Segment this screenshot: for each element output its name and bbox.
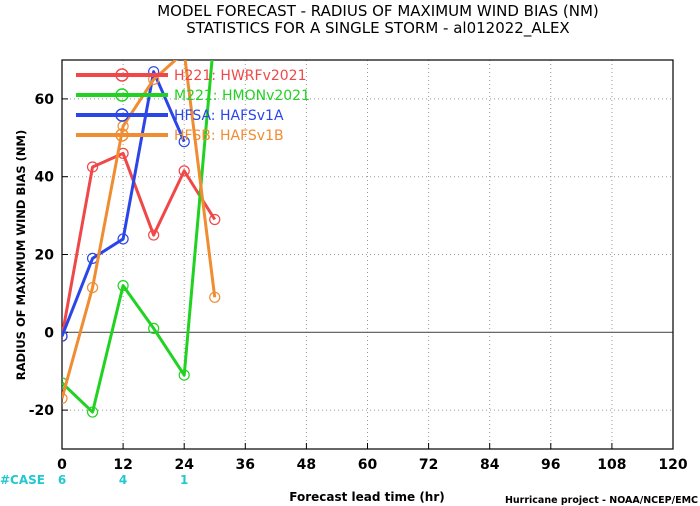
y-tick-label: 40 <box>35 170 55 186</box>
legend-marker <box>115 68 129 82</box>
axes <box>61 59 674 450</box>
data-point <box>178 369 190 381</box>
x-tick-label: 36 <box>236 457 255 473</box>
series-line <box>62 60 214 414</box>
chart-title: MODEL FORECAST - RADIUS OF MAXIMUM WIND … <box>157 2 599 20</box>
legend-entry-1: M221: HMONv2021 <box>76 88 310 104</box>
data-point <box>86 406 99 418</box>
data-point <box>86 161 99 173</box>
credit-text: Hurricane project - NOAA/NCEP/EMC <box>505 495 698 506</box>
legend-label: H221: HWRFv2021 <box>174 68 306 84</box>
legend-entry-3: HFSB: HAFSv1B <box>76 128 284 144</box>
case-count: 4 <box>119 473 127 487</box>
legend-entry-0: H221: HWRFv2021 <box>76 68 306 84</box>
legend-label: HFSB: HAFSv1B <box>174 128 284 144</box>
x-tick-label: 12 <box>113 457 132 473</box>
y-tick-label: 0 <box>44 325 54 341</box>
legend-marker <box>115 128 129 142</box>
data-point <box>86 281 99 294</box>
data-point <box>117 280 129 292</box>
x-tick-label: 84 <box>480 457 500 473</box>
x-tick-label: 120 <box>658 457 687 473</box>
tick-labels: 0 12 24 36 48 60 72 84 96 108 120 -20 0 20 40 60 <box>29 92 688 473</box>
x-tick-label: 60 <box>358 457 378 473</box>
series-3 <box>62 47 221 405</box>
data-point <box>62 330 68 342</box>
x-axis-label: Forecast lead time (hr) <box>289 490 445 504</box>
data-point <box>209 291 221 303</box>
data-point <box>117 233 129 245</box>
data-point <box>148 322 160 335</box>
legend-label: HFSA: HAFSv1A <box>174 108 284 124</box>
data-point <box>179 47 189 57</box>
x-tick-label: 24 <box>174 457 194 473</box>
x-tick-label: 72 <box>419 457 438 473</box>
case-row: #CASE 6 4 1 <box>0 473 188 487</box>
x-tick-label: 96 <box>541 457 560 473</box>
plot-frame <box>61 59 674 450</box>
series-line <box>62 60 217 399</box>
case-label: #CASE <box>0 473 45 487</box>
x-tick-label: 48 <box>297 457 316 473</box>
chart-subtitle: STATISTICS FOR A SINGLE STORM - al012022… <box>186 19 569 38</box>
legend-marker <box>115 88 129 102</box>
data-point <box>209 213 221 226</box>
y-tick-label: 20 <box>35 248 55 264</box>
legend-entry-2: HFSA: HAFSv1A <box>76 108 284 124</box>
case-count: 6 <box>58 473 66 487</box>
data-point <box>62 392 68 405</box>
series-line <box>62 151 217 337</box>
data-point <box>148 229 160 241</box>
legend: H221: HWRFv2021 M221: HMONv2021 HFSA: HAFS… <box>76 68 310 144</box>
legend-label: M221: HMONv2021 <box>174 88 310 104</box>
data-point <box>178 165 190 177</box>
y-tick-label: 60 <box>35 92 55 108</box>
x-tick-label: 0 <box>57 457 67 473</box>
y-axis-label: RADIUS OF MAXIMUM WIND BIAS (NM) <box>14 130 28 381</box>
case-count: 1 <box>180 473 188 487</box>
y-tick-label: -20 <box>29 403 55 419</box>
data-point <box>178 136 190 148</box>
grid <box>62 60 673 449</box>
legend-marker <box>115 108 129 122</box>
x-tick-label: 108 <box>597 457 626 473</box>
series-layer <box>62 47 221 418</box>
